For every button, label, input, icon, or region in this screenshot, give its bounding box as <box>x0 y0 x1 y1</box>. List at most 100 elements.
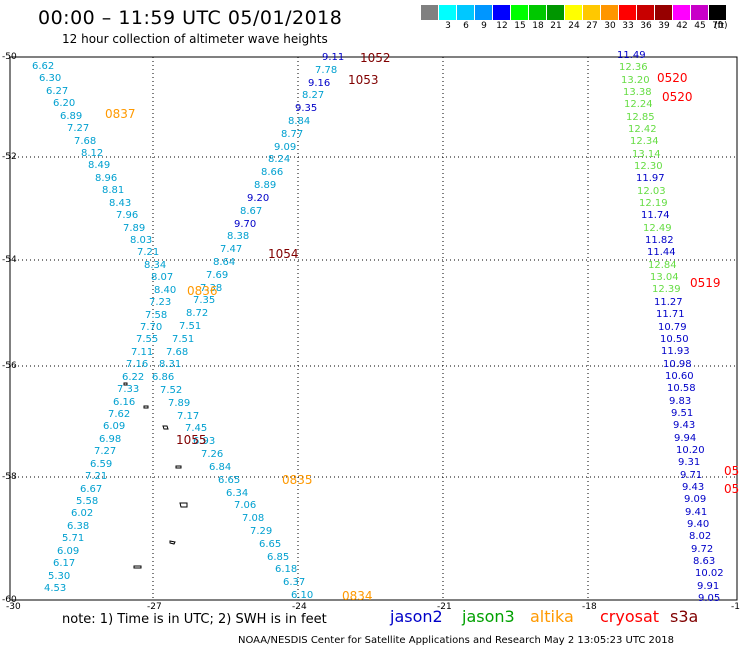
swh-value: 7.16 <box>126 359 149 370</box>
colorbar-swatch <box>439 5 457 20</box>
pass-time-label: 0836 <box>187 284 218 298</box>
swh-value: 7.78 <box>315 65 338 76</box>
colorbar-label: 30 <box>604 21 616 31</box>
pass-time-label: 0520 <box>662 90 693 104</box>
swh-value: 6.84 <box>209 462 232 473</box>
swh-value: 4.53 <box>44 583 67 594</box>
swh-value: 8.02 <box>689 531 712 542</box>
swh-value: 7.17 <box>177 411 200 422</box>
lon-label: -27 <box>147 602 162 612</box>
swh-value: 10.58 <box>667 383 696 394</box>
swh-value: 9.09 <box>684 494 707 505</box>
swh-value: 9.91 <box>697 581 720 592</box>
swh-value: 8.03 <box>130 235 153 246</box>
colorbar-label: 33 <box>622 21 634 31</box>
swh-value: 6.27 <box>46 86 69 97</box>
swh-value: 13.04 <box>650 272 679 283</box>
pass-time-label: 1053 <box>348 73 379 87</box>
colorbar-label: 15 <box>514 21 526 31</box>
swh-value: 6.37 <box>283 577 306 588</box>
swh-value: 12.84 <box>648 260 677 271</box>
island-outline <box>143 405 149 409</box>
swh-value: 7.21 <box>85 471 108 482</box>
swh-value: 7.33 <box>117 384 140 395</box>
island-outline <box>123 382 128 386</box>
swh-value: 8.77 <box>281 129 304 140</box>
pass-time-label: 0520 <box>657 71 688 85</box>
swh-value: 7.21 <box>137 247 160 258</box>
swh-value: 8.07 <box>151 272 174 283</box>
swh-value: 6.17 <box>53 558 76 569</box>
swh-value: 9.11 <box>322 52 345 63</box>
swh-value: 7.68 <box>166 347 189 358</box>
swh-value: 7.69 <box>206 270 229 281</box>
swh-value: 8.81 <box>102 185 125 196</box>
colorbar-swatch <box>619 5 637 20</box>
swh-value: 8.24 <box>268 154 291 165</box>
swh-value: 7.27 <box>94 446 117 457</box>
swh-value: 6.98 <box>99 434 122 445</box>
colorbar-swatch <box>637 5 655 20</box>
swh-value: 8.27 <box>302 90 325 101</box>
swh-value: 7.35 <box>193 295 216 306</box>
swh-value: 6.34 <box>226 488 249 499</box>
colorbar-swatch <box>691 5 709 20</box>
legend-jason3: jason3 <box>462 607 515 626</box>
pass-time-label: 05 <box>724 482 740 496</box>
swh-value: 7.55 <box>136 334 159 345</box>
swh-value: 13.20 <box>621 75 650 86</box>
colorbar-label: 36 <box>640 21 652 31</box>
swh-value: 8.84 <box>288 116 311 127</box>
swh-value: 6.93 <box>193 436 216 447</box>
swh-value: 6.85 <box>267 552 290 563</box>
swh-value: 7.51 <box>172 334 195 345</box>
swh-value: 6.67 <box>80 484 103 495</box>
island-outline <box>162 425 169 430</box>
swh-value: 7.70 <box>140 322 163 333</box>
swh-value: 9.09 <box>274 142 297 153</box>
colorbar-label: 70 <box>712 21 724 31</box>
colorbar-swatch <box>655 5 673 20</box>
colorbar-label: 27 <box>586 21 598 31</box>
pass-time-label: 1054 <box>268 247 299 261</box>
swh-value: 6.59 <box>90 459 113 470</box>
swh-value: 9.16 <box>308 78 331 89</box>
swh-value: 8.34 <box>144 260 167 271</box>
colorbar-label: 18 <box>532 21 544 31</box>
swh-value: 9.41 <box>685 507 708 518</box>
swh-value: 7.26 <box>201 449 224 460</box>
swh-value: 8.49 <box>88 160 111 171</box>
swh-value: 7.89 <box>123 223 146 234</box>
swh-value: 10.98 <box>663 359 692 370</box>
swh-value: 8.67 <box>240 206 263 217</box>
lon-label: -18 <box>582 602 597 612</box>
swh-value: 9.72 <box>691 544 714 555</box>
swh-value: 8.38 <box>227 231 250 242</box>
lon-label: -21 <box>437 602 452 612</box>
colorbar-label: 42 <box>676 21 688 31</box>
swh-value: 12.85 <box>626 112 655 123</box>
swh-value: 12.30 <box>634 161 663 172</box>
colorbar-swatch <box>529 5 547 20</box>
swh-value: 6.02 <box>71 508 94 519</box>
swh-value: 12.24 <box>624 99 653 110</box>
colorbar-label: 21 <box>550 21 562 31</box>
swh-value: 12.49 <box>643 223 672 234</box>
swh-value: 7.51 <box>179 321 202 332</box>
colorbar-label: 39 <box>658 21 670 31</box>
swh-value: 9.71 <box>680 470 703 481</box>
island-outline <box>133 565 142 569</box>
swh-value: 10.02 <box>695 568 724 579</box>
lat-label: -52 <box>2 152 17 162</box>
colorbar-swatch <box>583 5 601 20</box>
swh-value: 12.39 <box>652 284 681 295</box>
swh-value: 5.58 <box>76 496 99 507</box>
swh-value: 8.89 <box>254 180 277 191</box>
swh-value: 6.09 <box>103 421 126 432</box>
colorbar-swatch <box>601 5 619 20</box>
swh-value: 7.52 <box>160 385 183 396</box>
swh-value: 8.64 <box>213 257 236 268</box>
legend-cryosat: cryosat <box>600 607 660 626</box>
island-outline <box>179 502 188 508</box>
swh-value: 9.51 <box>671 408 694 419</box>
